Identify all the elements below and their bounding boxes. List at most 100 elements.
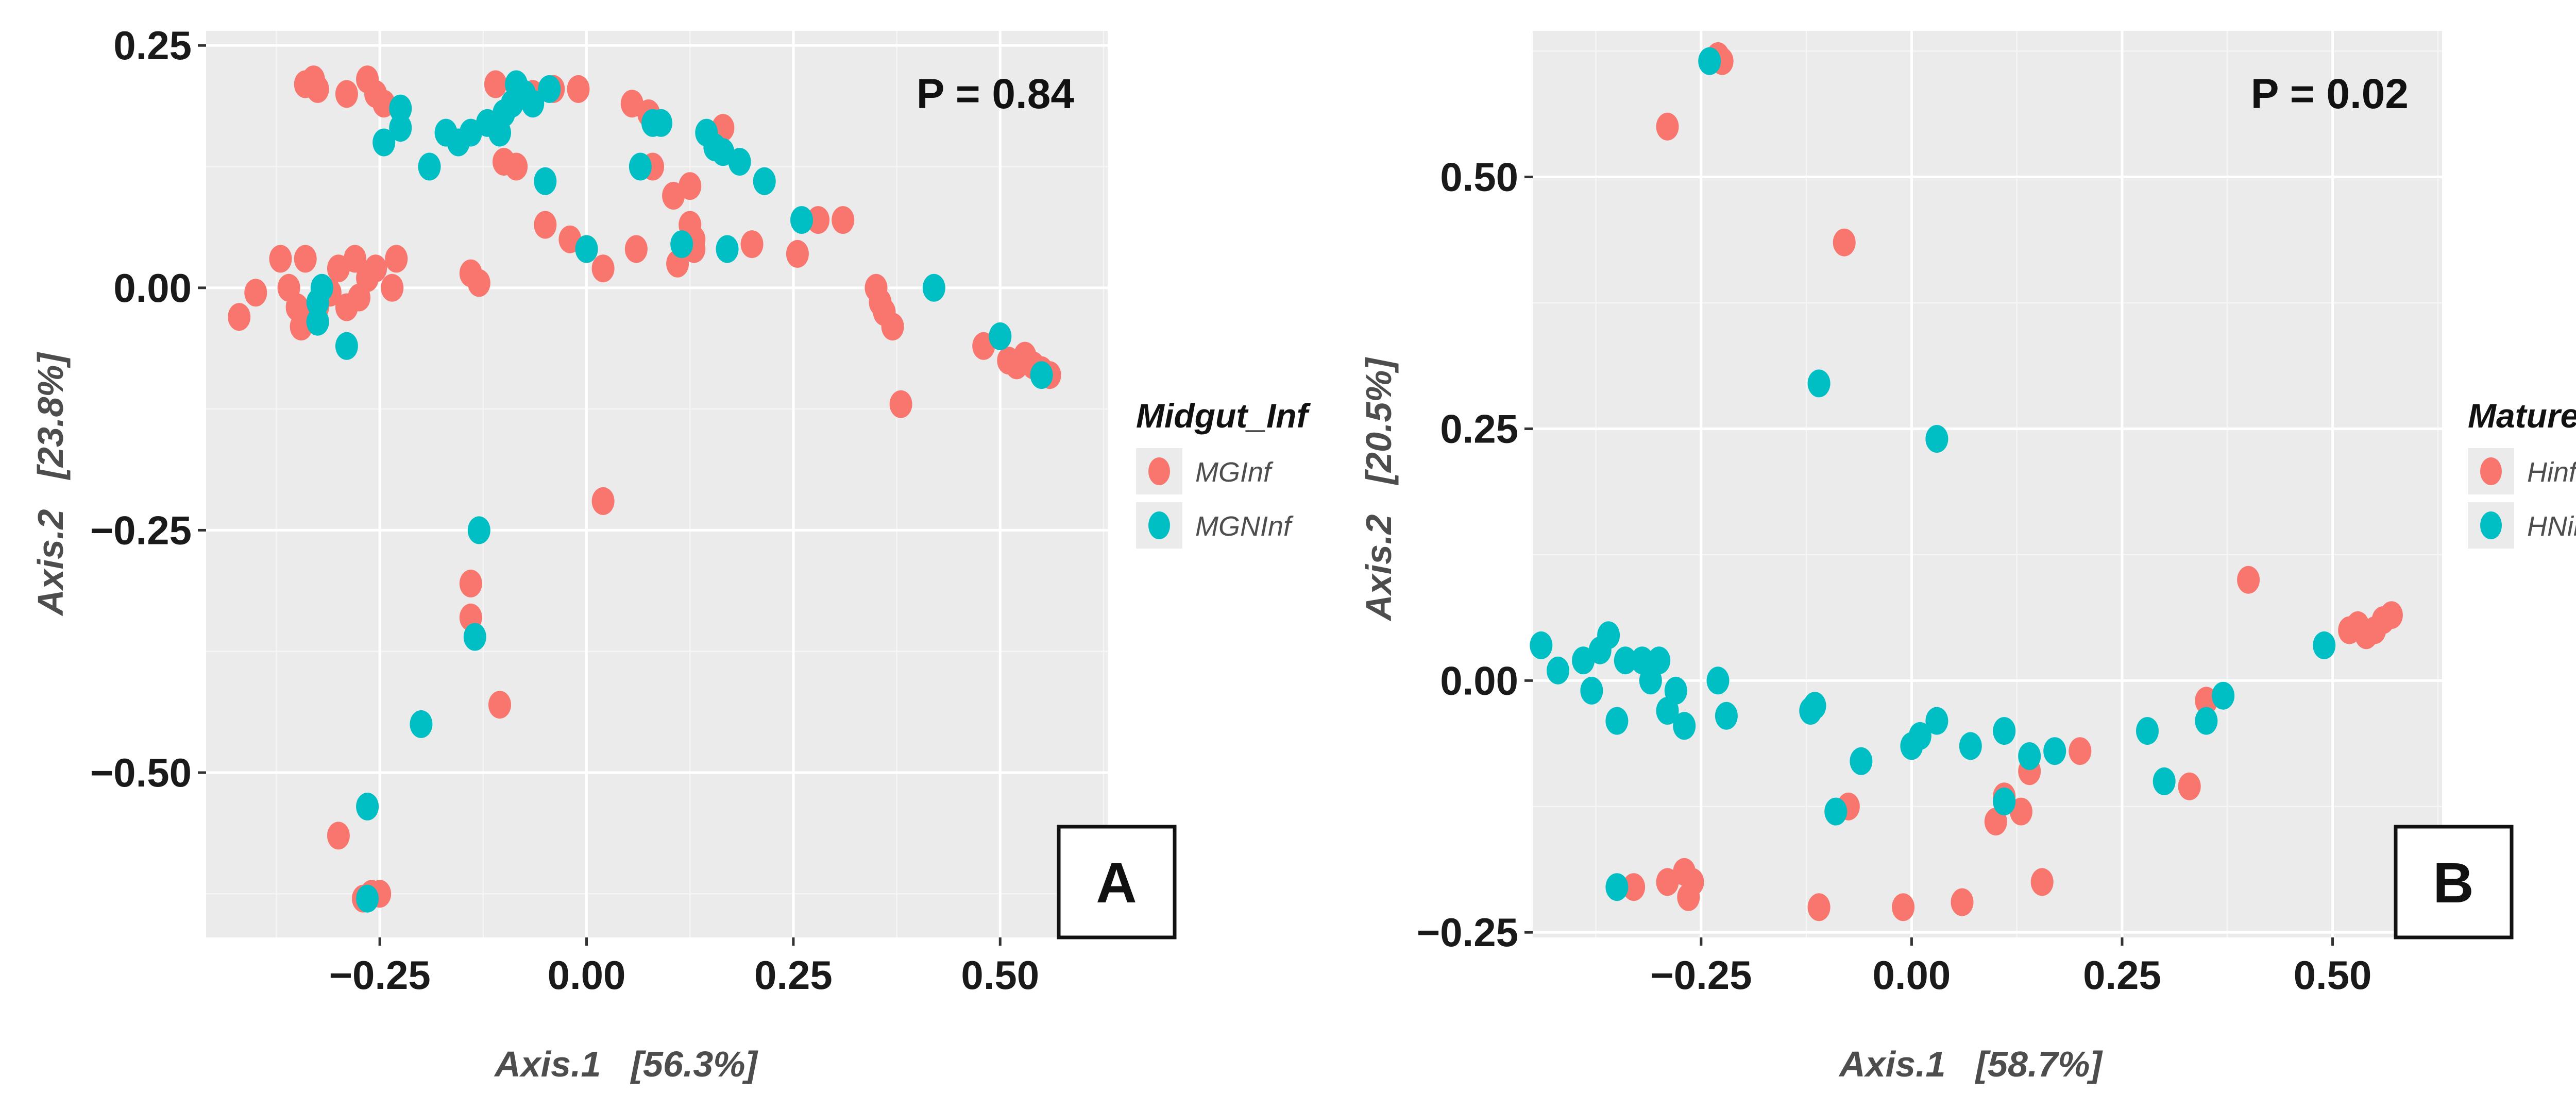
panel-a-legend: Midgut_Inf MGInf MGNInf xyxy=(1136,397,1311,549)
panel-a-point-mgninf xyxy=(790,206,813,234)
panel-a-point-mginf xyxy=(306,75,329,103)
panel-a-point-mginf xyxy=(269,245,292,273)
panel-b-point-hninf xyxy=(1715,702,1738,730)
panel-a-point-mgninf xyxy=(922,274,945,302)
panel-a-point-mgninf xyxy=(463,623,486,651)
panel-b-point-hninf xyxy=(1850,747,1873,775)
panel-a-point-mginf xyxy=(624,235,648,263)
panel-a-point-mgninf xyxy=(1030,361,1053,389)
panel-b-point-hinf xyxy=(2030,868,2054,896)
panel-a-point-mgninf xyxy=(650,109,672,137)
panel-b-point-hinf xyxy=(1892,893,1915,921)
panel-b-point-hninf xyxy=(1706,666,1730,695)
panel-a-point-mgninf xyxy=(306,307,329,336)
panel-b-point-hninf xyxy=(1807,369,1831,398)
panel-b-legend-marker-hinf xyxy=(2480,457,2502,485)
panel-a-legend-title: Midgut_Inf xyxy=(1136,397,1311,435)
panel-b-x-tick-label: −0.25 xyxy=(1650,952,1752,998)
panel-a-point-mginf xyxy=(385,245,408,273)
panel-b-x-tick-label: 0.25 xyxy=(2083,952,2161,998)
panel-a-point-mgninf xyxy=(356,792,379,821)
panel-b-p-value: P = 0.02 xyxy=(2251,71,2409,117)
panel-a-point-mgninf xyxy=(389,94,412,123)
panel-b-point-hninf xyxy=(1572,646,1595,675)
panel-b-y-tick-label: −0.25 xyxy=(1417,910,1518,955)
panel-b-point-hninf xyxy=(1614,646,1637,675)
panel-a-y-axis-title: Axis.2 [23.8%] xyxy=(30,351,71,616)
panel-b-point-hninf xyxy=(1993,788,2016,815)
panel-a-axis-ticks: −0.25 0.00 0.25 0.50 0.25 0.00 −0.25 −0.50 xyxy=(90,23,1040,998)
panel-b-point-hninf xyxy=(1925,425,1948,453)
panel-a-point-mgninf xyxy=(711,138,735,166)
panel-b-y-axis-title: Axis.2 [20.5%] xyxy=(1359,356,1399,621)
panel-b-tag-box xyxy=(2394,825,2514,939)
panel-b-point-hinf xyxy=(1807,893,1831,921)
panel-b-point-hninf xyxy=(2153,767,2176,795)
panel-a-x-tick-label: 0.00 xyxy=(548,952,626,998)
panel-b-tag: B xyxy=(2433,851,2473,915)
panel-a-point-mgninf xyxy=(629,152,652,181)
panel-b-y-tick-label: 0.00 xyxy=(1440,658,1518,703)
panel-b: −0.25 0.00 0.25 0.50 0.50 0.25 0.00 −0.25 P = 0… xyxy=(1359,31,2576,1084)
panel-b-point-hinf xyxy=(2178,772,2201,800)
panel-a-point-mginf xyxy=(889,390,912,418)
panel-b-point-hninf xyxy=(1698,47,1721,75)
panel-a-data-points xyxy=(228,65,1061,913)
panel-a-point-mginf xyxy=(335,80,358,108)
panel-b-point-hninf xyxy=(2195,707,2218,735)
panel-a-y-tick-label: 0.25 xyxy=(113,23,192,68)
panel-a-point-mginf xyxy=(807,206,830,234)
panel-a-tag: A xyxy=(1096,851,1137,915)
panel-a-x-tick-label: 0.50 xyxy=(961,952,1039,998)
panel-a-point-mginf xyxy=(467,269,490,297)
panel-b-x-tick-label: 0.50 xyxy=(2294,952,2372,998)
panel-a-point-mginf xyxy=(228,303,251,331)
panel-a-point-mginf xyxy=(381,274,404,302)
panel-a-point-mgninf xyxy=(534,167,557,195)
panel-a-point-mgninf xyxy=(476,109,499,137)
panel-b-point-hinf xyxy=(1656,868,1679,896)
panel-b-point-hninf xyxy=(1673,712,1696,740)
panel-b-point-hninf xyxy=(1605,707,1629,735)
panel-a-point-mgninf xyxy=(447,128,470,157)
panel-a-point-mginf xyxy=(327,822,350,850)
panel-a-point-mginf xyxy=(881,313,904,341)
panel-a-point-mgninf xyxy=(335,332,358,360)
panel-a-point-mgninf xyxy=(418,152,441,181)
panel-b-x-tick-label: 0.00 xyxy=(1873,952,1951,998)
panel-b-point-hninf xyxy=(1580,676,1603,705)
panel-a-point-mginf xyxy=(534,211,557,239)
panel-b-y-tick-label: 0.50 xyxy=(1440,155,1518,200)
panel-a-point-mginf xyxy=(244,279,267,307)
panel-a-point-mginf xyxy=(591,254,615,283)
panel-a: −0.25 0.00 0.25 0.50 0.25 0.00 −0.25 −0.50 P = … xyxy=(30,23,1311,1084)
panel-b-point-hinf xyxy=(1951,888,1974,916)
panel-a-x-axis-title: Axis.1 [56.3%] xyxy=(494,1044,758,1084)
panel-b-plot-background xyxy=(1533,31,2442,937)
panel-b-point-hinf xyxy=(1833,228,1856,257)
panel-a-point-mginf xyxy=(488,691,511,719)
panel-a-point-mgninf xyxy=(989,322,1012,350)
panel-a-legend-label-mgninf: MGNInf xyxy=(1195,511,1294,542)
panel-a-point-mginf xyxy=(567,75,590,103)
panel-a-point-mginf xyxy=(459,569,482,597)
panel-a-x-tick-label: −0.25 xyxy=(329,952,430,998)
panel-b-point-hinf xyxy=(1622,873,1646,901)
panel-b-point-hninf xyxy=(1547,656,1569,685)
panel-b-point-hninf xyxy=(1908,722,1931,750)
panel-b-point-hninf xyxy=(1530,631,1553,659)
panel-b-point-hninf xyxy=(1803,692,1826,720)
panel-b-legend-marker-hninf xyxy=(2480,511,2502,539)
panel-b-legend-label-hinf: Hinf xyxy=(2527,457,2576,488)
panel-b-point-hninf xyxy=(1824,797,1848,826)
panel-a-point-mgninf xyxy=(753,167,776,195)
panel-a-point-mginf xyxy=(364,254,387,283)
panel-b-point-hninf xyxy=(1959,732,1982,760)
panel-b-legend: Mature_Inf Hinf HNinf xyxy=(2468,397,2576,549)
panel-a-point-mginf xyxy=(832,206,855,234)
panel-b-point-hninf xyxy=(1656,697,1679,725)
panel-a-y-tick-label: −0.25 xyxy=(90,507,192,553)
panel-b-point-hninf xyxy=(1605,873,1629,901)
panel-a-point-mginf xyxy=(505,152,528,181)
